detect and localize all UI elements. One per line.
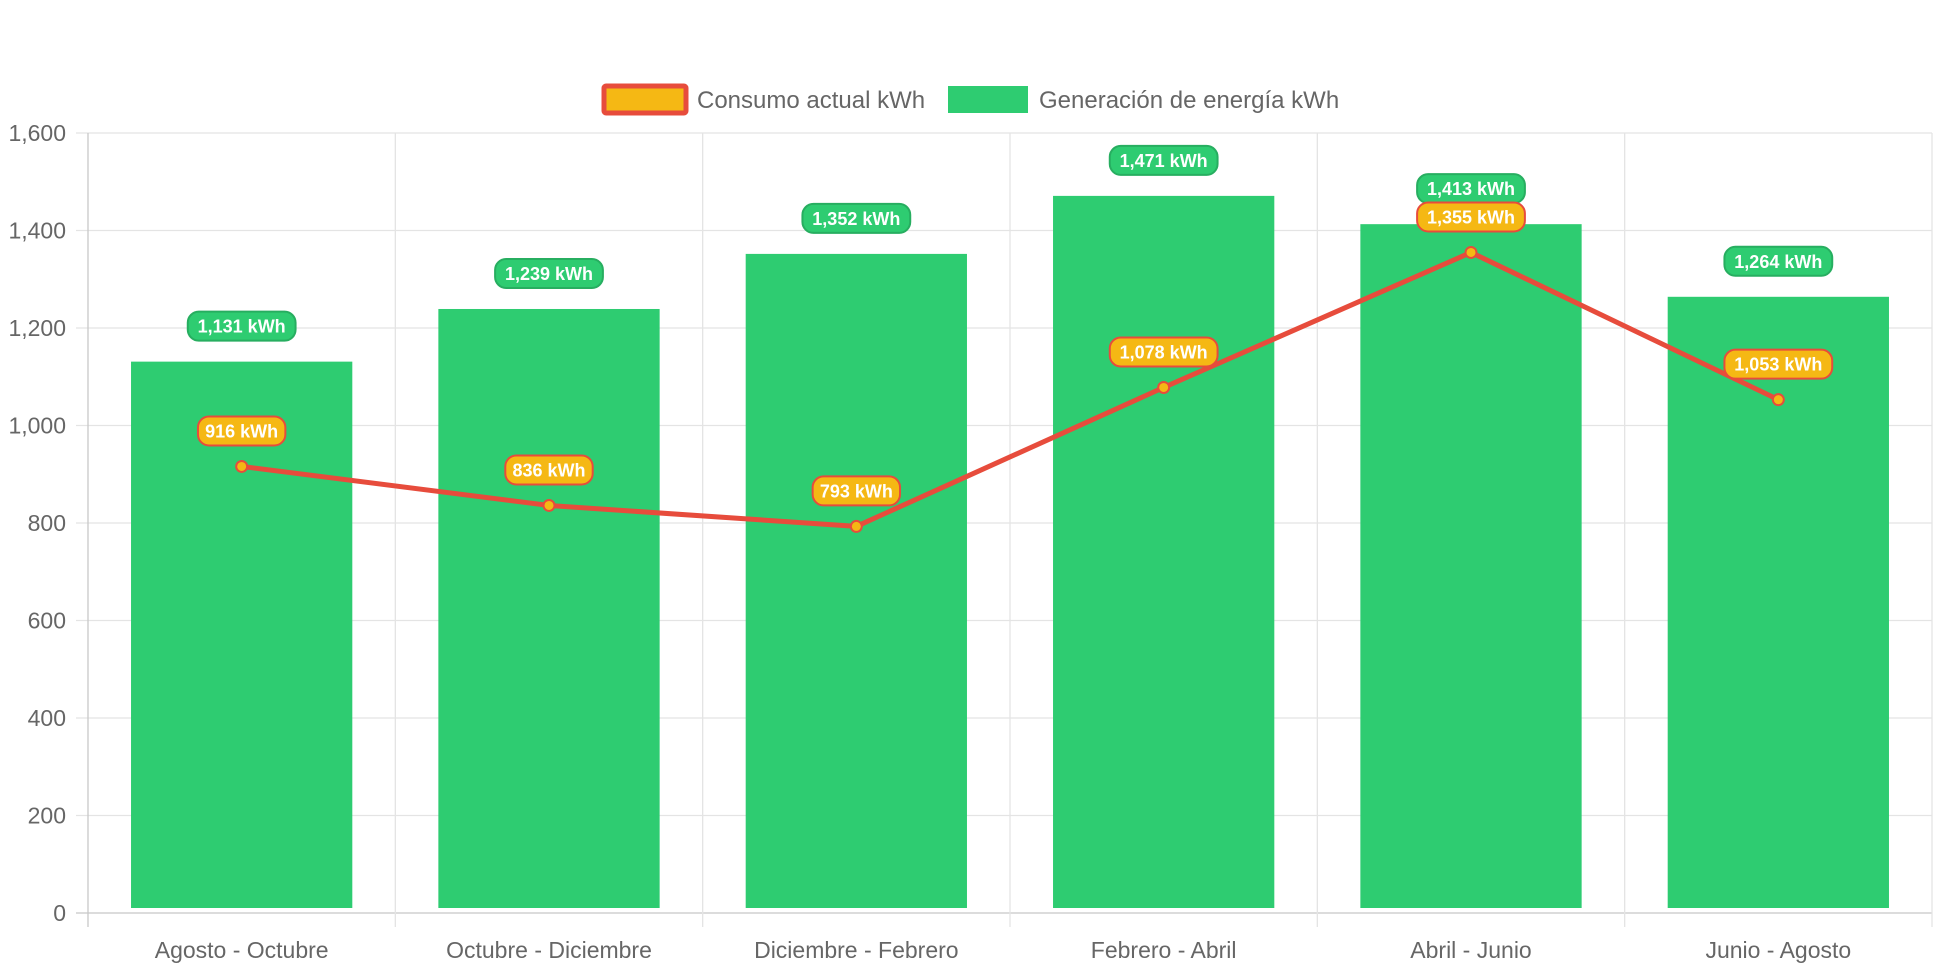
- legend: Consumo actual kWh Generación de energía…: [601, 83, 1339, 116]
- legend-label-generacion[interactable]: Generación de energía kWh: [1039, 87, 1339, 114]
- bar-series: [131, 195, 1889, 909]
- bar-data-label: 1,471 kWh: [1108, 144, 1219, 176]
- legend-swatch-consumo[interactable]: [601, 83, 689, 116]
- bar-data-label: 1,413 kWh: [1416, 173, 1526, 205]
- x-tick-label: Abril - Junio: [1410, 937, 1531, 963]
- y-tick-label: 1,200: [8, 315, 66, 341]
- bar-data-label: 1,264 kWh: [1723, 245, 1834, 277]
- line-data-label-bg: [1416, 201, 1526, 233]
- y-tick-label: 1,600: [8, 120, 66, 146]
- y-tick-label: 0: [53, 900, 66, 926]
- line-point[interactable]: [1157, 380, 1171, 394]
- x-tick-label: Agosto - Octubre: [155, 937, 329, 963]
- bar-data-label-bg: [186, 310, 297, 342]
- line-data-label-text: 836 kWh: [512, 460, 585, 480]
- bar[interactable]: [131, 361, 353, 908]
- consumo-line: [241, 249, 1780, 529]
- line-data-label: 1,078 kWh: [1108, 336, 1219, 368]
- x-tick-label: Diciembre - Febrero: [754, 937, 959, 963]
- y-tick-label: 400: [28, 705, 66, 731]
- bar-data-label-bg: [1108, 144, 1219, 176]
- x-tick-label: Junio - Agosto: [1705, 937, 1851, 963]
- line-data-label-bg: [1723, 348, 1834, 380]
- line-data-label: 1,053 kWh: [1723, 348, 1834, 380]
- line-data-label-bg: [1108, 336, 1219, 368]
- bar-data-label-bg: [494, 257, 604, 289]
- x-tick-label: Febrero - Abril: [1091, 937, 1237, 963]
- line-point[interactable]: [1771, 393, 1785, 407]
- bar-data-label-text: 1,413 kWh: [1427, 179, 1515, 199]
- bar-data-label-text: 1,131 kWh: [198, 317, 286, 337]
- legend-label-consumo[interactable]: Consumo actual kWh: [697, 87, 925, 114]
- bar[interactable]: [1667, 296, 1889, 908]
- bar-data-label: 1,131 kWh: [186, 310, 297, 342]
- line-data-label: 793 kWh: [811, 475, 902, 507]
- line-data-label: 836 kWh: [504, 454, 594, 486]
- bar-data-label-text: 1,264 kWh: [1734, 252, 1822, 272]
- grid: [76, 132, 1933, 927]
- y-axis-ticks: 0 200 400 600 800 1,000 1,200 1,400 1,600: [8, 120, 66, 926]
- line-point[interactable]: [542, 498, 556, 512]
- bar-data-label-text: 1,352 kWh: [812, 209, 900, 229]
- line-data-label-bg: [504, 454, 594, 486]
- y-tick-label: 800: [28, 510, 66, 536]
- line-data-label: 1,355 kWh: [1416, 201, 1526, 233]
- y-tick-label: 200: [28, 803, 66, 829]
- bar-data-label-bg: [801, 202, 912, 234]
- line-data-label-text: 1,078 kWh: [1120, 342, 1208, 362]
- line-data-label-bg: [811, 475, 902, 507]
- line-point[interactable]: [1464, 245, 1478, 259]
- y-tick-label: 600: [28, 608, 66, 634]
- data-labels: 1,131 kWh 1,239 kWh 1,352 kWh 1,471 kWh 1,41…: [186, 144, 1834, 507]
- legend-swatch-generacion[interactable]: [948, 86, 1028, 113]
- y-tick-label: 1,400: [8, 218, 66, 244]
- bar-data-label: 1,352 kWh: [801, 202, 912, 234]
- line-point[interactable]: [235, 459, 249, 473]
- bar[interactable]: [745, 253, 967, 908]
- bar[interactable]: [1053, 195, 1275, 908]
- line-data-label-text: 1,053 kWh: [1734, 355, 1822, 375]
- bar-data-label: 1,239 kWh: [494, 257, 604, 289]
- bar[interactable]: [438, 308, 660, 908]
- line-series: [235, 245, 1785, 533]
- y-tick-label: 1,000: [8, 413, 66, 439]
- x-axis-ticks: Agosto - Octubre Octubre - Diciembre Dicie…: [155, 937, 1851, 963]
- bar-data-label-text: 1,239 kWh: [505, 264, 593, 284]
- bar[interactable]: [1360, 224, 1582, 909]
- line-data-label-text: 916 kWh: [205, 421, 278, 441]
- line-data-label-text: 793 kWh: [820, 481, 893, 501]
- x-tick-label: Octubre - Diciembre: [446, 937, 652, 963]
- line-data-label-bg: [196, 415, 287, 447]
- line-data-label-text: 1,355 kWh: [1427, 207, 1515, 227]
- bar-data-label-text: 1,471 kWh: [1120, 151, 1208, 171]
- line-point[interactable]: [849, 519, 863, 533]
- line-data-label: 916 kWh: [196, 415, 287, 447]
- bar-data-label-bg: [1723, 245, 1834, 277]
